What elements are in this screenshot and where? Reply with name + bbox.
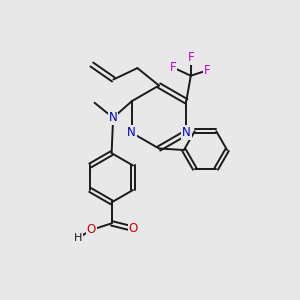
- Text: H: H: [74, 233, 82, 243]
- Text: O: O: [87, 224, 96, 236]
- Text: F: F: [169, 61, 176, 74]
- Text: O: O: [129, 222, 138, 235]
- Text: N: N: [127, 126, 136, 139]
- Text: F: F: [204, 64, 211, 77]
- Text: N: N: [182, 126, 191, 139]
- Text: N: N: [109, 111, 118, 124]
- Text: F: F: [188, 51, 194, 64]
